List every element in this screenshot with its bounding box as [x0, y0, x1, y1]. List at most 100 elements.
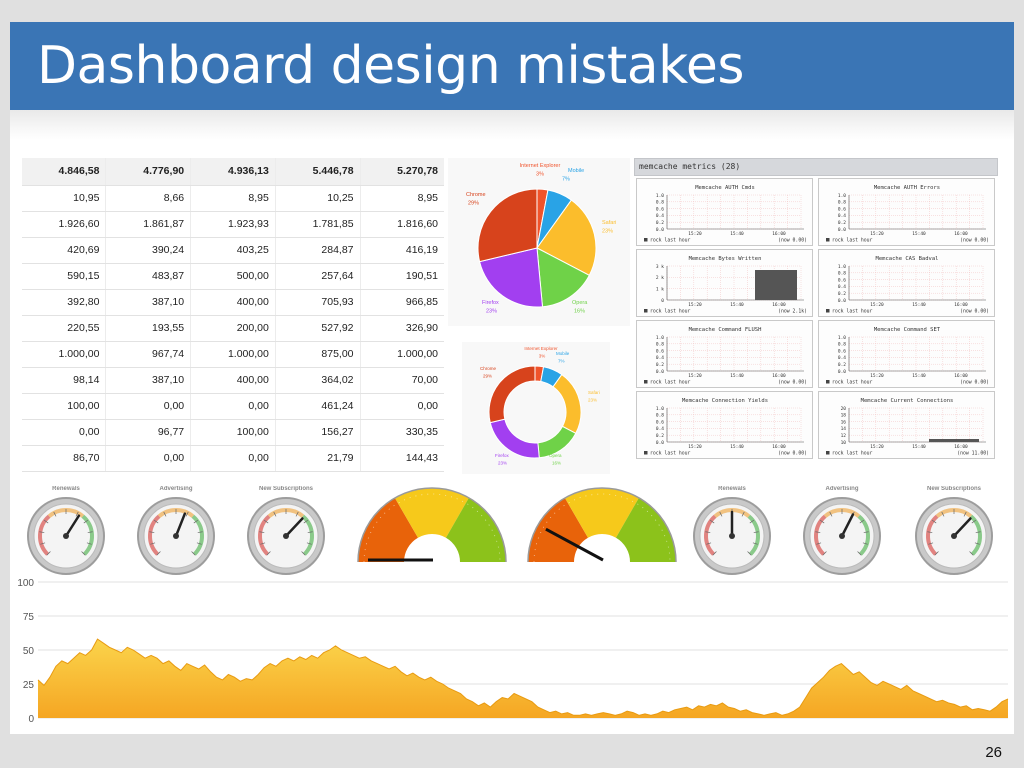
pie-pct-label: 23% [498, 461, 507, 466]
memcache-ytick: 0.2 [838, 291, 846, 297]
table-cell: 1.000,00 [22, 341, 107, 368]
memcache-legend: rock last hour [650, 238, 691, 244]
pie-pct-label: 3% [536, 172, 544, 178]
memcache-legend: rock last hour [832, 380, 873, 386]
memcache-xtick: 15:20 [870, 373, 884, 379]
table-cell: 4.936,13 [190, 158, 276, 186]
pie-chart: Internet Explorer 3% Mobile 7% Safari 23% Oper… [466, 163, 616, 315]
table-cell: 21,79 [275, 445, 361, 472]
memcache-ytick: 10 [841, 440, 847, 446]
table-cell: 1.000,00 [190, 341, 276, 368]
pie-label: Chrome [466, 192, 486, 198]
pie-pct-label: 3% [539, 354, 546, 359]
memcache-now: (now 0.00) [778, 451, 807, 457]
pie-label: Internet Explorer [524, 346, 558, 351]
pie-pct-label: 23% [486, 309, 497, 315]
pie-pct-label: 29% [468, 201, 479, 207]
table-cell: 8,95 [360, 185, 444, 212]
memcache-xtick: 15:20 [870, 302, 884, 308]
pie-label: Safari [588, 390, 600, 395]
table-cell: 5.446,78 [275, 158, 361, 186]
table-cell: 1.923,93 [190, 211, 276, 238]
table-row: 420,69 390,24 403,25 284,87 416,19 [22, 237, 444, 264]
memcache-xtick: 15:40 [912, 373, 926, 379]
memcache-ytick: 1.0 [838, 193, 846, 199]
gauge-needle [840, 513, 855, 538]
pie-slice [488, 365, 536, 424]
memcache-ytick: 0.6 [656, 206, 664, 212]
memcache-ytick: 0.0 [656, 440, 664, 446]
gauge-segment [564, 488, 639, 538]
table-cell: 200,00 [190, 315, 276, 342]
pie-slice [478, 247, 544, 308]
table-row: 220,55 193,55 200,00 527,92 326,90 [22, 315, 444, 342]
table-cell: 96,77 [105, 419, 192, 446]
table-cell: 144,43 [360, 445, 444, 472]
memcache-ytick: 0.0 [838, 369, 846, 375]
memcache-xtick: 16:00 [954, 302, 968, 308]
table-cell: 100,00 [190, 419, 276, 446]
memcache-ytick: 0.6 [838, 348, 846, 354]
memcache-ytick: 0.4 [838, 355, 846, 361]
memcache-ytick: 0.2 [656, 433, 664, 439]
donut-chart: Internet Explorer 3% Mobile 7% Safari 23% Oper… [480, 346, 600, 466]
memcache-legend: rock last hour [832, 451, 873, 457]
memcache-ytick: 0.2 [656, 220, 664, 226]
memcache-panel: Memcache Current Connections 20 18 16 14 12 10… [818, 391, 995, 459]
table-cell: 4.846,58 [22, 158, 107, 186]
memcache-ytick: 0.8 [656, 200, 664, 206]
memcache-now: (now 0.00) [778, 238, 807, 244]
title-bar: Dashboard design mistakes [10, 22, 1014, 110]
memcache-now: (now 0.00) [778, 380, 807, 386]
table-cell: 527,92 [275, 315, 361, 342]
memcache-ytick: 0.6 [838, 277, 846, 283]
memcache-xtick: 16:00 [954, 373, 968, 379]
memcache-xtick: 16:00 [772, 302, 786, 308]
area-chart-svg: 0 25 50 75 100 [17, 578, 1009, 725]
gauge-label: New Subscriptions [259, 486, 314, 492]
pie-pct-label: 29% [483, 374, 492, 379]
table-row: 10,95 8,66 8,95 10,25 8,95 [22, 185, 444, 212]
table-cell: 5.270,78 [360, 158, 444, 186]
pie-slice [552, 373, 582, 435]
table-cell: 387,10 [105, 367, 192, 394]
pie-label: Mobile [568, 168, 584, 174]
gauge-needle [284, 517, 304, 538]
memcache-ytick: 0.4 [656, 213, 664, 219]
gauge-label: Renewals [52, 486, 80, 492]
table-cell: 387,10 [105, 289, 192, 316]
area-line [37, 638, 1009, 716]
title-shadow [10, 110, 1014, 140]
memcache-legend: rock last hour [650, 380, 691, 386]
memcache-legend: rock last hour [832, 238, 873, 244]
page-number: 26 [985, 744, 1002, 761]
table-cell: 326,90 [360, 315, 444, 342]
table-cell: 0,00 [105, 445, 192, 472]
memcache-ytick: 18 [841, 413, 847, 419]
pie-label: Internet Explorer [520, 163, 561, 169]
memcache-ytick: 0.6 [838, 206, 846, 212]
memcache-panel-title: Memcache Connection Yields [682, 398, 768, 404]
table-cell: 500,00 [190, 263, 276, 290]
table-cell: 190,51 [360, 263, 444, 290]
table-cell: 705,93 [275, 289, 361, 316]
table-cell: 590,15 [22, 263, 107, 290]
memcache-xtick: 15:20 [688, 302, 702, 308]
area-chart: 0 25 50 75 100 [10, 570, 1014, 730]
table-cell: 193,55 [105, 315, 192, 342]
table-cell: 1.000,00 [360, 341, 444, 368]
memcache-metrics-panel: memcache metrics (28) Memcache AUTH Cmds… [634, 158, 998, 459]
area-ytick: 50 [23, 646, 35, 657]
table-cell: 156,27 [275, 419, 361, 446]
memcache-ytick: 0.8 [656, 413, 664, 419]
memcache-ytick: 0.4 [838, 284, 846, 290]
table-cell: 10,25 [275, 185, 361, 212]
table-cell: 390,24 [105, 237, 192, 264]
memcache-ytick: 0.2 [838, 220, 846, 226]
memcache-panel-title: Memcache AUTH Errors [874, 185, 940, 191]
pie-label: Opera [572, 300, 588, 306]
pie-pct-label: 7% [562, 177, 570, 183]
table-cell: 966,85 [360, 289, 444, 316]
memcache-legend: rock last hour [650, 309, 691, 315]
memcache-xtick: 16:00 [954, 444, 968, 450]
